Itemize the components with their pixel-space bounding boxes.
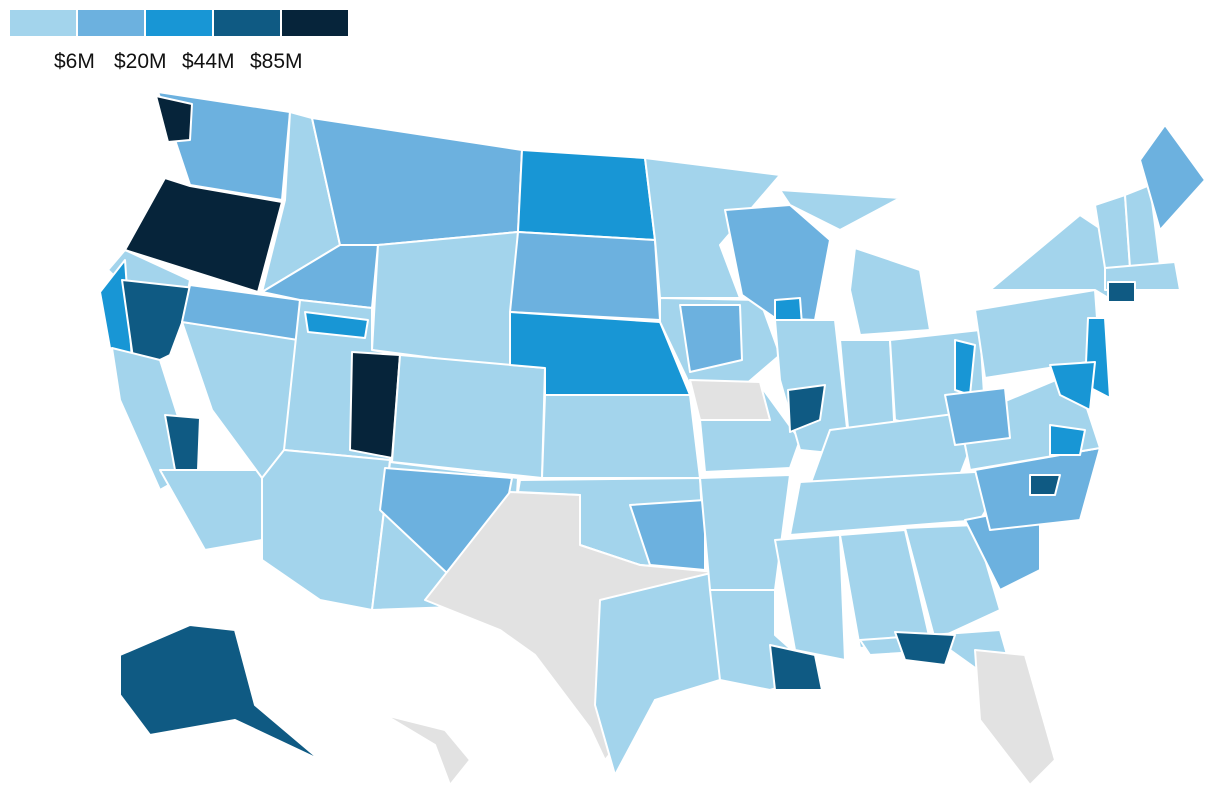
region-florida-panhandle: [894, 631, 956, 666]
region-hawaii: [384, 714, 471, 786]
region-north-dakota: [517, 149, 656, 241]
region-montana: [311, 117, 523, 246]
region-arkansas: [699, 474, 791, 591]
region-idaho-south: [261, 244, 379, 309]
legend-label-6m: $6M: [54, 50, 95, 73]
region-washington-seattle: [155, 95, 193, 143]
region-utah-ne: [304, 311, 369, 339]
legend-label-20m: $20M: [114, 50, 167, 73]
region-maine: [1139, 124, 1206, 231]
region-west-virginia: [944, 387, 1011, 446]
region-florida-peninsula: [974, 649, 1056, 786]
region-mississippi: [774, 534, 846, 661]
region-kansas: [541, 394, 701, 479]
legend-label-85m: $85M: [250, 50, 303, 73]
region-south-dakota: [509, 231, 661, 321]
region-california-south: [159, 469, 263, 551]
legend-swatch-4: [214, 10, 280, 36]
legend-swatch-1: [10, 10, 76, 36]
legend-swatch-5: [282, 10, 348, 36]
region-north-carolina-center: [1029, 474, 1061, 496]
region-arizona: [261, 449, 391, 611]
legend-label-44m: $44M: [182, 50, 235, 73]
region-illinois-chicago: [787, 384, 826, 433]
region-minnesota: [644, 157, 781, 299]
region-iowa-east: [679, 304, 743, 373]
region-georgia: [904, 524, 1001, 641]
region-missouri-center: [689, 379, 771, 421]
region-michigan-upper: [779, 189, 901, 231]
region-michigan-lower: [849, 247, 931, 336]
region-california-bay: [121, 279, 196, 373]
region-wyoming: [371, 231, 519, 369]
region-texas-east: [594, 571, 721, 776]
region-alaska: [119, 624, 321, 761]
region-oklahoma-east: [629, 499, 706, 571]
region-maryland: [1049, 361, 1096, 411]
region-virginia-north: [1049, 424, 1086, 456]
region-oregon: [124, 177, 283, 293]
region-colorado: [391, 354, 546, 479]
legend-swatch-2: [78, 10, 144, 36]
region-layer: [99, 91, 1206, 786]
region-connecticut: [1107, 281, 1136, 303]
legend-swatch-3: [146, 10, 212, 36]
region-california-sierra: [164, 414, 201, 471]
color-legend: $6M $20M $44M $85M: [10, 10, 350, 73]
